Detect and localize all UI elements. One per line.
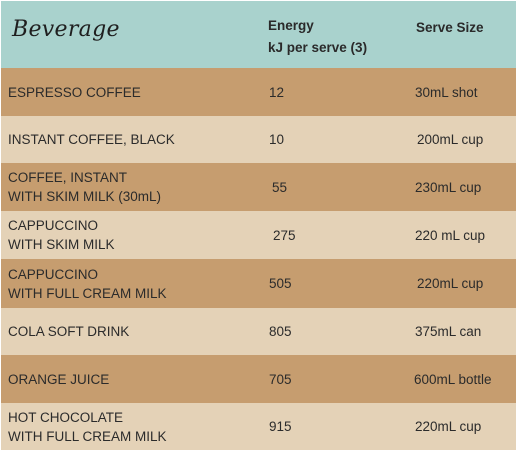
header-beverage: Beverage	[12, 17, 120, 42]
table-row: HOT CHOCOLATE WITH FULL CREAM MILK 915 2…	[1, 403, 516, 450]
serve-size-cell: 220 mL cup	[415, 227, 486, 243]
serve-size-cell: 200mL cup	[417, 132, 484, 147]
beverage-cell: ESPRESSO COFFEE	[8, 84, 141, 100]
energy-cell: 12	[269, 84, 285, 100]
beverage-cell: CAPPUCCINO WITH SKIM MILK	[8, 218, 115, 252]
serve-size-cell: 375mL can	[415, 324, 482, 339]
energy-cell: 915	[269, 419, 292, 434]
serve-size-cell: 600mL bottle	[414, 371, 492, 387]
energy-cell: 705	[269, 371, 292, 387]
beverage-cell: COFFEE, INSTANT WITH SKIM MILK (30mL)	[8, 170, 162, 204]
header-energy: Energy kJ per serve (3)	[268, 15, 367, 59]
energy-cell: 805	[269, 324, 292, 339]
table-row: INSTANT COFFEE, BLACK 10 200mL cup	[1, 116, 516, 163]
table-header: Beverage Energy kJ per serve (3) Serve S…	[1, 1, 516, 68]
serve-size-cell: 230mL cup	[415, 179, 482, 195]
beverage-cell: ORANGE JUICE	[8, 371, 110, 387]
serve-size-cell: 220mL cup	[417, 276, 484, 291]
serve-size-cell: 30mL shot	[415, 84, 478, 100]
table-row: COFFEE, INSTANT WITH SKIM MILK (30mL) 55…	[1, 163, 516, 211]
energy-cell: 55	[272, 179, 288, 195]
beverage-cell: HOT CHOCOLATE WITH FULL CREAM MILK	[8, 409, 167, 444]
energy-cell: 275	[273, 227, 296, 243]
table-row: CAPPUCCINO WITH SKIM MILK 275 220 mL cup	[1, 211, 516, 259]
serve-size-cell: 220mL cup	[415, 419, 482, 434]
header-energy-line1: Energy	[268, 18, 314, 33]
header-serve-size: Serve Size	[416, 20, 484, 35]
table-row: CAPPUCCINO WITH FULL CREAM MILK 505 220m…	[1, 259, 516, 308]
energy-cell: 505	[269, 276, 292, 291]
table-row: COLA SOFT DRINK 805 375mL can	[1, 308, 516, 355]
table-row: ESPRESSO COFFEE 12 30mL shot	[1, 68, 516, 116]
beverage-cell: COLA SOFT DRINK	[8, 324, 130, 339]
beverage-cell: CAPPUCCINO WITH FULL CREAM MILK	[8, 266, 167, 301]
table-row: ORANGE JUICE 705 600mL bottle	[1, 355, 516, 403]
header-energy-line2: kJ per serve (3)	[268, 40, 368, 55]
beverage-cell: INSTANT COFFEE, BLACK	[8, 132, 175, 147]
energy-cell: 10	[269, 132, 285, 147]
